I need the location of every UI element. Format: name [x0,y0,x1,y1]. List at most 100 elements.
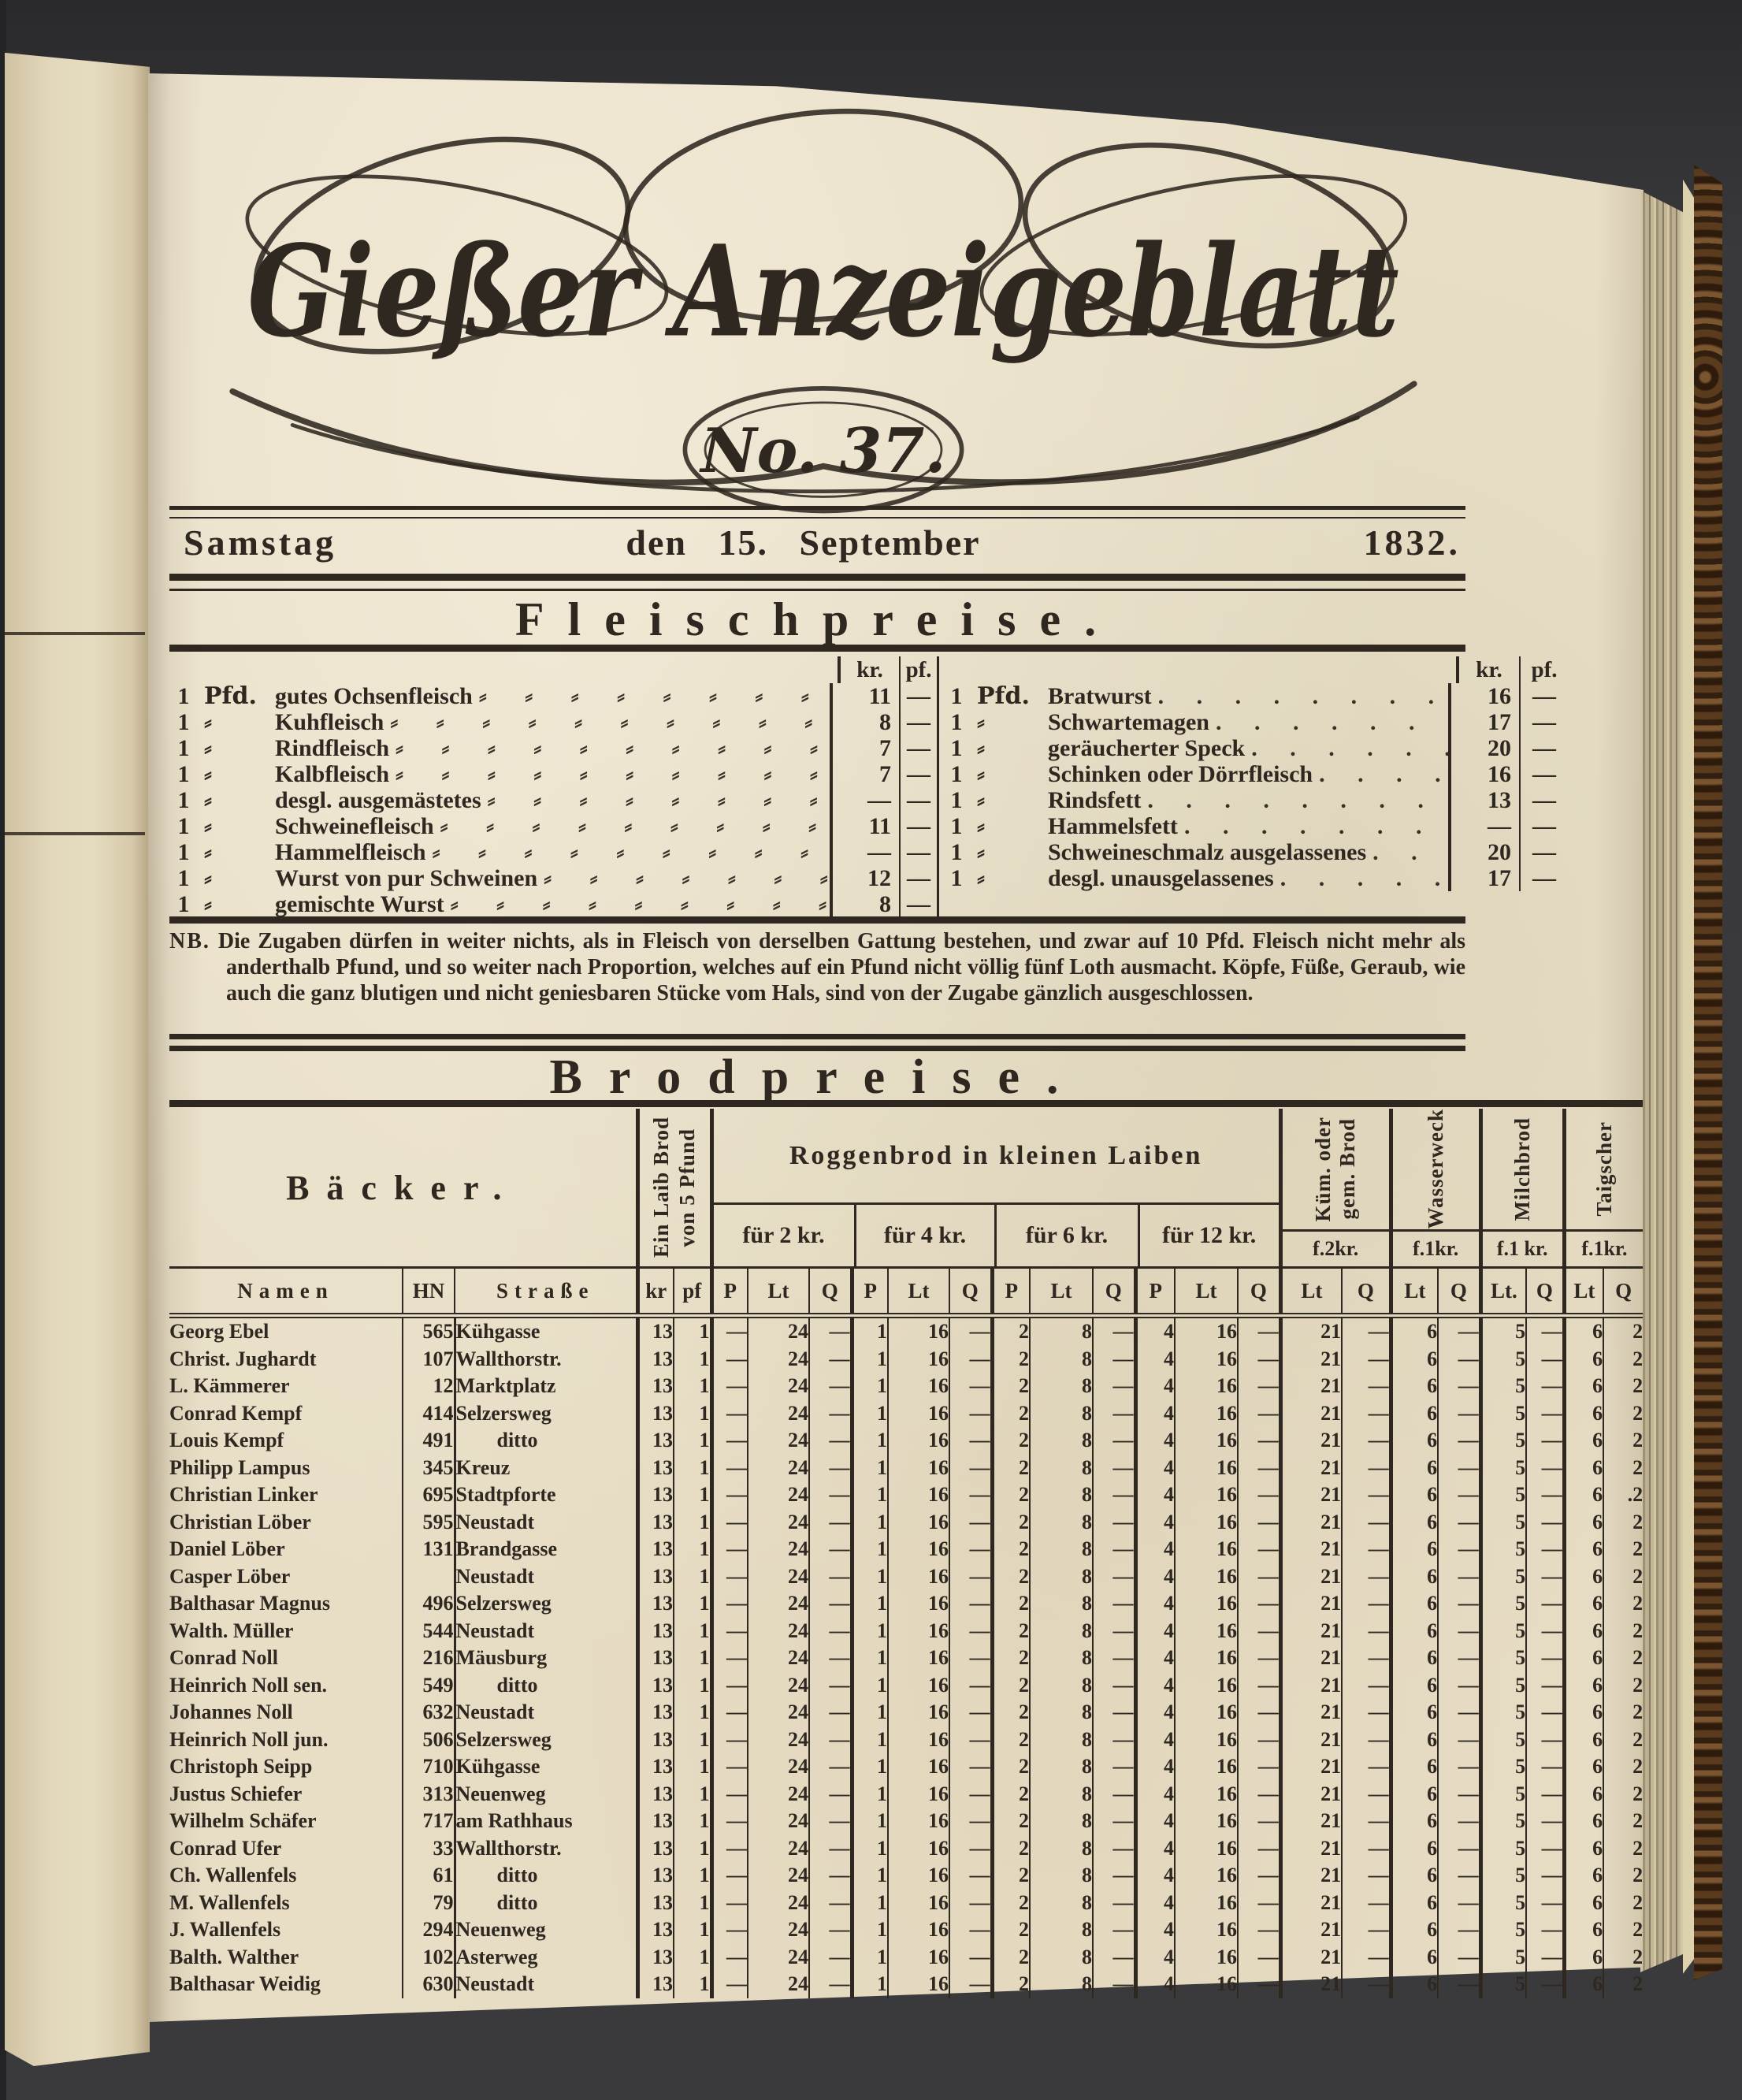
price-pfennig: — [1519,813,1568,839]
kuem-loth: 21 [1278,1889,1343,1916]
fuer2-quint: — [808,1699,852,1726]
house-number: 565 [402,1315,455,1346]
fuer2-quint: — [808,1454,852,1481]
price-kreuzer: 11 [830,683,899,709]
fuer2-quint: — [808,1508,852,1536]
fuer12-loth: 16 [1174,1916,1239,1944]
fuer4-quint: — [949,1508,993,1536]
fuer4-pfund: 1 [849,1862,889,1890]
laib-kr: 13 [635,1834,674,1862]
fuer2-loth: 24 [747,1563,810,1590]
fuer6-quint: — [1092,1889,1136,1916]
fuer4-quint: — [949,1454,993,1481]
wasserweck-loth: 6 [1388,1373,1439,1400]
book-page-stack-edge [1640,190,1683,1972]
kuem-quint: — [1341,1427,1391,1455]
wasserweck-quint: — [1437,1862,1481,1890]
street: Stadtpforte [453,1481,638,1509]
loth-header: Lt [1562,1266,1604,1318]
fleisch-price-row: 1 ⸗ Schweineschmalz ausgelassenes 20 — [942,838,1568,866]
laib-kr: 13 [635,1943,674,1971]
wasserweck-loth: 6 [1388,1753,1439,1781]
price-pfennig: — [899,735,939,761]
fuer6-loth: 8 [1029,1563,1094,1590]
house-number: 632 [402,1699,455,1726]
fuer6-quint: — [1092,1617,1136,1645]
kuem-header-line2: gem. Brod [1335,1118,1360,1220]
quantity: 1 [950,864,963,891]
fuer12-loth: 16 [1174,1780,1239,1808]
taigscher-loth: 6 [1562,1780,1604,1808]
house-number: 544 [402,1617,455,1645]
taigscher-quint: 2 [1603,1508,1644,1536]
baker-name: Heinrich Noll sen. [169,1673,328,1697]
fuer6-pfund: 2 [990,1373,1031,1400]
price-pfennig: — [899,683,939,709]
fuer6-quint: — [1092,1808,1136,1835]
fuer12-pfund: 4 [1133,1671,1176,1699]
laib-header-line2: von 5 Pfund [675,1128,700,1247]
fuer4-loth: 16 [887,1916,950,1944]
fleisch-left-rows: 1 Pfd. gutes Ochsenfleisch 11 — 1 ⸗ Kuhf… [169,682,939,918]
fuer2-pfund: — [709,1481,748,1509]
baker-name: Balth. Walther [169,1945,299,1968]
fuer12-pfund: 4 [1133,1971,1176,1998]
fuer12-quint: — [1237,1481,1281,1509]
pfund-header: P [990,1266,1031,1318]
fuer4-loth: 16 [887,1315,950,1346]
house-number: 345 [402,1454,455,1481]
house-number: 216 [402,1645,455,1672]
milchbrod-rotated-header: Milchbrod f.1 kr. [1478,1109,1565,1268]
house-number: 107 [402,1345,455,1373]
fuer4-loth: 16 [887,1753,950,1781]
street: Wallthorstr. [453,1345,638,1373]
fuer4-pfund: 1 [849,1454,889,1481]
taigscher-loth: 6 [1562,1726,1604,1753]
fuer2-loth: 24 [747,1315,810,1346]
fuer4-quint: — [949,1373,993,1400]
fuer12-quint: — [1237,1399,1281,1427]
laib-kr: 13 [635,1862,674,1890]
fuer4-quint: — [949,1536,993,1563]
price-pfennig: — [1519,865,1568,891]
taigscher-loth: 6 [1562,1834,1604,1862]
laib-pf: 1 [673,1834,712,1862]
laib-pf: 1 [673,1373,712,1400]
milchbrod-quint: — [1525,1916,1565,1944]
rule-below-brod-heading [169,1100,1643,1107]
fuer2-pfund: — [709,1808,748,1835]
fuer6-loth: 8 [1029,1508,1094,1536]
house-number: 131 [402,1536,455,1563]
fuer6-pfund: 2 [990,1345,1031,1373]
milchbrod-loth: 5 [1478,1617,1527,1645]
laib-pf: 1 [673,1699,712,1726]
fleischpreise-table-right: kr. pf. 1 Pfd. Bratwurst 16 — 1 ⸗ Schwar… [942,656,1568,892]
laib-kr: 13 [635,1427,674,1455]
fuer4-loth: 16 [887,1563,950,1590]
wasserweck-loth: 6 [1388,1645,1439,1672]
kuem-loth: 21 [1278,1399,1343,1427]
fuer2-loth: 24 [747,1889,810,1916]
street: Neustadt [453,1508,638,1536]
fuer12-quint: — [1237,1563,1281,1590]
dateline-day: Samstag [184,522,337,563]
unit: ⸗ [204,708,212,736]
fuer6-pfund: 2 [990,1780,1031,1808]
fuer12-quint: — [1237,1427,1281,1455]
price-kreuzer: 12 [830,865,899,891]
laib-kr: 13 [635,1726,674,1753]
kuem-quint: — [1341,1916,1391,1944]
wasserweck-quint: — [1437,1508,1481,1536]
fuer2-loth: 24 [747,1399,810,1427]
taigscher-quint: 2 [1603,1834,1644,1862]
taigscher-quint: 2 [1603,1916,1644,1944]
baker-name: Balthasar Weidig [169,1972,321,1996]
milchbrod-loth: 5 [1478,1508,1527,1536]
fleischpreise-heading: Fleischpreise. [514,593,1120,645]
price-kreuzer: 17 [1448,865,1519,891]
kuem-quint: — [1341,1862,1391,1890]
fuer2-quint: — [808,1916,852,1944]
milchbrod-quint: — [1525,1617,1565,1645]
fuer4-loth: 16 [887,1508,950,1536]
fuer2-loth: 24 [747,1427,810,1455]
